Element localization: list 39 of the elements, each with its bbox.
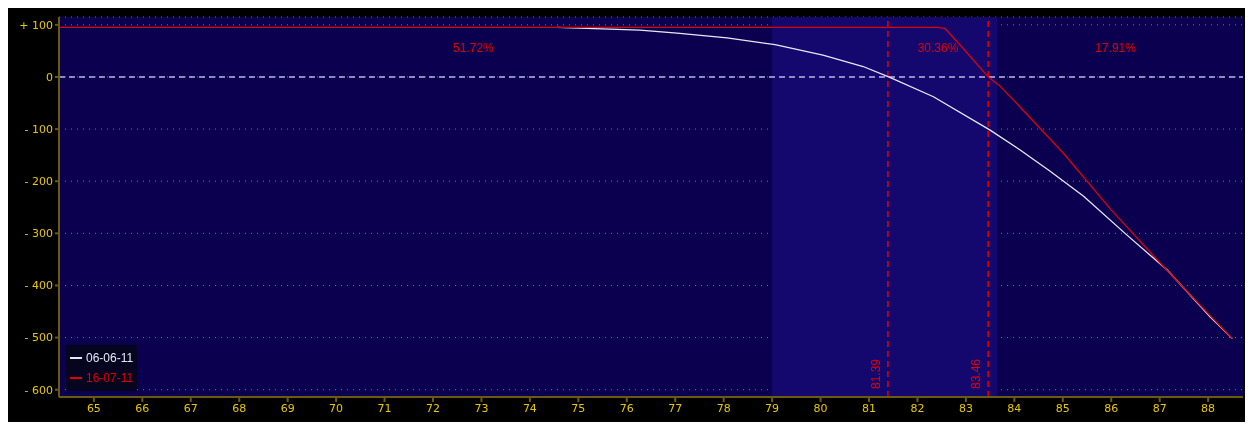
ref-line-label: 83.46: [969, 358, 984, 389]
y-tick-label: - 200: [24, 175, 53, 189]
x-tick-label: 69: [280, 401, 295, 415]
x-tick-label: 78: [716, 401, 731, 415]
x-tick-label: 68: [232, 401, 247, 415]
x-tick-label: 85: [1055, 401, 1070, 415]
x-tick-label: 88: [1201, 401, 1216, 415]
x-tick-label: 74: [522, 401, 537, 415]
ref-line-label: 81.39: [868, 358, 883, 389]
y-tick-label: - 500: [24, 331, 53, 345]
x-tick-label: 65: [86, 401, 101, 415]
x-tick-label: 77: [668, 401, 683, 415]
y-tick-label: + 100: [19, 18, 53, 32]
y-tick-label: - 600: [24, 383, 53, 397]
legend-label: 06-06-11: [85, 350, 134, 367]
x-tick-label: 67: [183, 401, 198, 415]
x-tick-label: 84: [1007, 401, 1022, 415]
x-tick-label: 71: [377, 401, 392, 415]
annotation: 30.36%: [917, 40, 959, 55]
x-tick-label: 81: [862, 401, 876, 415]
x-tick-label: 80: [813, 401, 828, 415]
x-tick-label: 70: [329, 401, 344, 415]
x-tick-label: 79: [765, 401, 780, 415]
x-tick-label: 66: [135, 401, 150, 415]
x-tick-label: 82: [910, 401, 925, 415]
x-tick-label: 73: [474, 401, 489, 415]
y-tick-label: - 300: [24, 227, 53, 241]
x-tick-label: 76: [619, 401, 634, 415]
y-tick-label: - 100: [24, 122, 53, 136]
annotation: 17.91%: [1095, 40, 1137, 55]
y-tick-label: 0: [46, 70, 53, 84]
x-tick-label: 83: [958, 401, 973, 415]
x-tick-label: 87: [1152, 401, 1167, 415]
x-tick-label: 72: [426, 401, 440, 415]
annotation: 51.72%: [453, 40, 495, 55]
legend-label: 16-07-11: [85, 370, 134, 387]
x-tick-label: 75: [571, 401, 586, 415]
y-tick-label: - 400: [24, 279, 53, 293]
x-tick-label: 86: [1104, 401, 1119, 415]
